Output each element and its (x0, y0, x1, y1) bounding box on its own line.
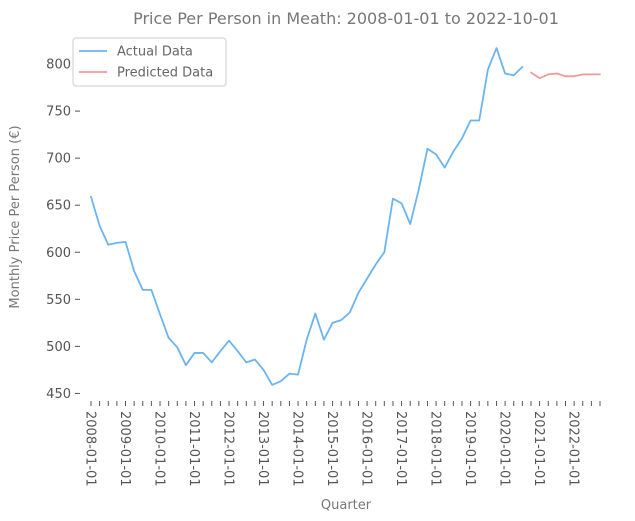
x-tick-label: 2014-01-01 (290, 411, 305, 487)
x-tick-label: 2020-01-01 (497, 411, 512, 487)
y-axis-label: Monthly Price Per Person (€) (8, 125, 23, 308)
y-tick-label: 650 (46, 199, 71, 214)
legend-label: Actual Data (117, 45, 193, 60)
x-axis: 2008-01-01 2009-01-01 2010-01-01 2011-01-01… (83, 401, 601, 487)
x-tick-label: 2015-01-01 (324, 411, 339, 487)
x-axis-label: Quarter (321, 498, 372, 513)
series-line-actual (90, 47, 524, 386)
chart-title: Price Per Person in Meath: 2008-01-01 to… (133, 9, 559, 28)
y-tick-label: 750 (46, 105, 71, 120)
y-tick-label: 700 (46, 152, 71, 167)
y-tick-label: 500 (46, 340, 71, 355)
y-tick-label: 800 (46, 58, 71, 73)
x-tick-label: 2021-01-01 (531, 411, 546, 487)
y-tick-label: 550 (46, 293, 71, 308)
legend-label: Predicted Data (117, 66, 213, 81)
y-axis: 450 500 550 600 650 700 750 800 (46, 58, 80, 402)
series-line-predicted (530, 71, 601, 80)
x-tick-label: 2022-01-01 (566, 411, 581, 487)
x-tick-label: 2013-01-01 (255, 411, 270, 487)
x-tick-label: 2010-01-01 (152, 411, 167, 487)
x-tick-label: 2019-01-01 (462, 411, 477, 487)
series-layer (90, 47, 601, 386)
y-tick-label: 600 (46, 246, 71, 261)
x-tick-label: 2008-01-01 (83, 411, 98, 487)
x-tick-label: 2016-01-01 (359, 411, 374, 487)
x-tick-label: 2011-01-01 (186, 411, 201, 487)
y-tick-label: 450 (46, 387, 71, 402)
x-tick-label: 2018-01-01 (428, 411, 443, 487)
x-tick-label: 2009-01-01 (117, 411, 132, 487)
x-tick-label: 2017-01-01 (393, 411, 408, 487)
legend: Actual Data Predicted Data (72, 37, 227, 87)
legend-box (72, 37, 227, 87)
x-tick-label: 2012-01-01 (221, 411, 236, 487)
